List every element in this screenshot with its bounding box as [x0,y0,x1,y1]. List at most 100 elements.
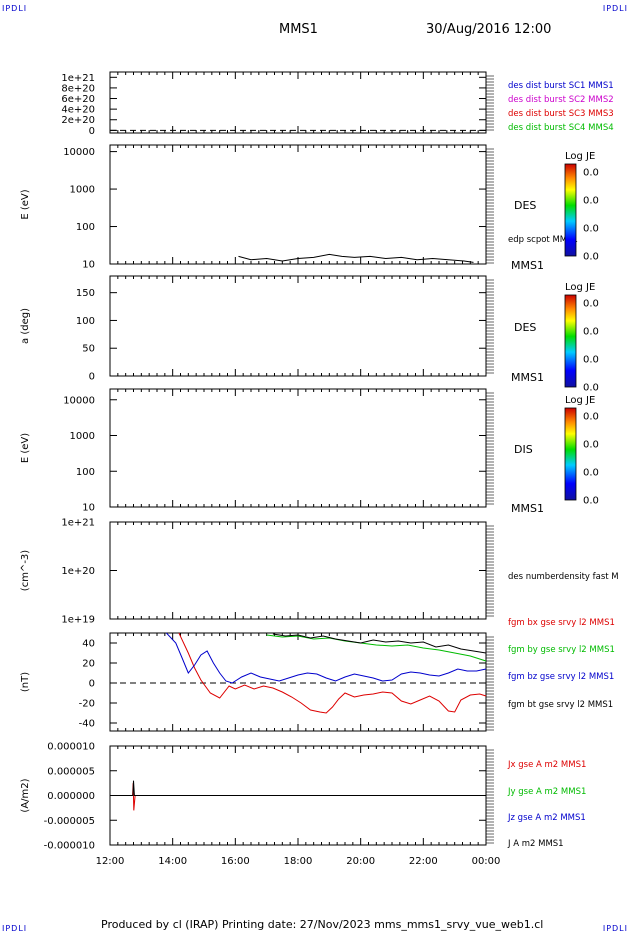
colorbar-title: Log JE [565,151,595,162]
colorbar-tick-label: 0.0 [583,224,599,235]
datetime-title: 30/Aug/2016 12:00 [426,22,552,37]
colorbar [564,163,577,257]
y-tick-label: 0.000005 [47,766,95,777]
panel-frame [109,275,487,377]
series-line [110,780,486,796]
time-tick-label: 22:00 [409,856,438,867]
legend-entry: des numberdensity fast M [508,572,619,582]
colorbar-title: Log JE [565,282,595,293]
legend-entry: fgm bt gse srvy l2 MMS1 [508,700,613,710]
y-tick-label: 8e+20 [61,83,95,94]
colorbar-tick-label: 0.0 [583,355,599,366]
y-tick-label: 1e+20 [61,566,95,577]
y-tick-label: 10 [82,503,95,514]
y-tick-label: 100 [76,222,95,233]
series-line [110,783,486,811]
colorbar-title: Log JE [565,395,595,406]
y-axis-label: E (eV) [20,189,31,219]
legend-entry: des dist burst SC4 MMS4 [508,123,614,133]
sub-label: edp scpot MMS1 [508,235,578,245]
instrument-side-label: DES [514,321,536,334]
legend-entry: Jz gse A m2 MMS1 [507,813,586,823]
y-tick-label: 50 [82,344,95,355]
colorbar-tick-label: 0.0 [583,252,599,263]
series-line [272,633,487,654]
y-tick-label: -0.000005 [44,816,95,827]
colorbar [564,294,577,388]
series-line [166,632,487,684]
colorbar-tick-label: 0.0 [583,196,599,207]
y-tick-label: 20 [82,659,95,670]
colorbar [564,407,577,501]
y-tick-label: 0.000010 [47,742,95,753]
legend-entry: Jy gse A m2 MMS1 [507,787,586,797]
colorbar-tick-label: 0.0 [583,440,599,451]
colorbar-tick-label: 0.0 [583,412,599,423]
spacecraft-label: MMS1 [511,371,544,384]
colorbar-tick-label: 0.0 [583,168,599,179]
spacecraft-label: MMS1 [511,502,544,515]
y-tick-label: 10000 [63,147,95,158]
panel-frame [109,71,487,134]
y-tick-label: 10000 [63,395,95,406]
colorbar-tick-label: 0.0 [583,468,599,479]
y-tick-label: 6e+20 [61,94,95,105]
y-tick-label: 40 [82,639,95,650]
spacecraft-label: MMS1 [511,259,544,272]
y-tick-label: 150 [76,288,95,299]
colorbar-tick-label: 0.0 [583,383,599,394]
spacecraft-title: MMS1 [279,22,318,37]
corner-label-bottom-left: IPDLI [2,924,28,933]
series-line [266,634,487,662]
y-axis-label: (A/m2) [20,778,31,812]
colorbar-tick-label: 0.0 [583,327,599,338]
y-tick-label: 100 [76,316,95,327]
y-tick-label: 1e+21 [61,73,95,84]
time-tick-label: 12:00 [96,856,125,867]
time-tick-label: 16:00 [221,856,250,867]
instrument-side-label: DES [514,199,536,212]
y-tick-label: 0 [89,372,95,383]
footer-credits: Produced by cl (IRAP) Printing date: 27/… [101,918,544,931]
y-tick-label: 0.000000 [47,791,95,802]
legend-entry: J A m2 MMS1 [507,839,564,849]
instrument-side-label: DIS [514,443,533,456]
legend-entry: fgm bx gse srvy l2 MMS1 [508,618,615,628]
colorbar-tick-label: 0.0 [583,496,599,507]
panel-frame [109,521,487,620]
y-tick-label: -40 [79,719,95,730]
y-tick-label: 1e+19 [61,615,95,626]
time-tick-label: 00:00 [472,856,501,867]
colorbar-tick-label: 0.0 [583,299,599,310]
y-tick-label: 10 [82,260,95,271]
y-axis-label: (nT) [20,672,31,692]
series-line [178,632,487,714]
y-tick-label: -0.000010 [44,841,95,852]
corner-label-top-left: IPDLI [2,4,28,13]
y-tick-label: 100 [76,467,95,478]
legend-entry: des dist burst SC2 MMS2 [508,95,614,105]
y-tick-label: 0 [89,126,95,137]
y-axis-label: (cm^-3) [20,550,31,591]
y-tick-label: 0 [89,679,95,690]
time-tick-label: 18:00 [284,856,313,867]
y-tick-label: 2e+20 [61,115,95,126]
legend-entry: Jx gse A m2 MMS1 [507,760,586,770]
legend-entry: des dist burst SC1 MMS1 [508,81,614,91]
legend-entry: fgm by gse srvy l2 MMS1 [508,645,615,655]
corner-label-top-right: IPDLI [602,4,628,13]
legend-entry: fgm bz gse srvy l2 MMS1 [508,672,614,682]
y-tick-label: 4e+20 [61,105,95,116]
panel-frame [109,632,487,732]
corner-label-bottom-right: IPDLI [602,924,628,933]
y-tick-label: 1e+21 [61,518,95,529]
series-line [238,253,474,263]
time-tick-label: 14:00 [158,856,187,867]
y-tick-label: -20 [79,699,95,710]
panel-frame [109,144,487,265]
legend-entry: des dist burst SC3 MMS3 [508,109,614,119]
y-axis-label: a (deg) [20,308,31,344]
time-tick-label: 20:00 [346,856,375,867]
y-tick-label: 1000 [70,185,95,196]
